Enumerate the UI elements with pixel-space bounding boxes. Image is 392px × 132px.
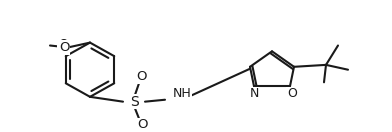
Text: NH: NH — [173, 87, 192, 100]
Text: O: O — [137, 70, 147, 83]
Text: S: S — [131, 95, 140, 109]
Text: O: O — [287, 87, 297, 100]
Text: O: O — [59, 41, 69, 54]
Text: O: O — [138, 118, 148, 131]
Text: N: N — [249, 87, 259, 100]
Text: O: O — [58, 38, 68, 51]
Text: O: O — [59, 41, 69, 54]
